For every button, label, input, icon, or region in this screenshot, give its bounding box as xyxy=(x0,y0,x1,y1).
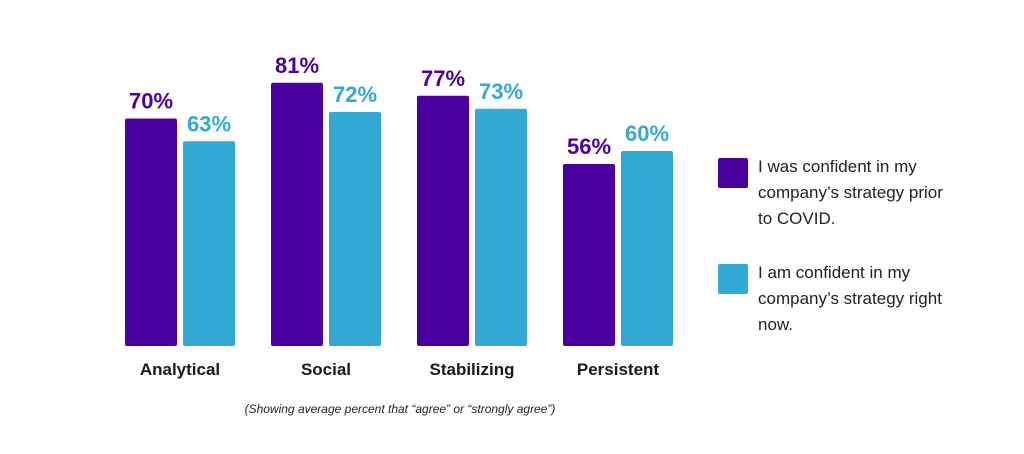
bar-stabilizing-series-2 xyxy=(475,108,527,346)
data-label-analytical-series-2: 63% xyxy=(187,111,231,136)
data-label-social-series-2: 72% xyxy=(333,82,377,107)
legend-swatch-prior xyxy=(718,158,748,188)
bar-persistent-series-2 xyxy=(621,151,673,346)
bar-social-series-2 xyxy=(329,112,381,346)
legend-label-now: I am confident in my company’s strategy … xyxy=(758,263,942,334)
legend-item-now: I am confident in my company’s strategy … xyxy=(718,260,998,338)
bars-layer xyxy=(125,82,673,346)
category-label-social: Social xyxy=(301,360,351,379)
data-label-persistent-series-1: 56% xyxy=(567,134,611,159)
bar-persistent-series-1 xyxy=(563,164,615,346)
footnote: (Showing average percent that “agree” or… xyxy=(244,402,556,416)
legend-item-prior: I was confident in my company’s strategy… xyxy=(718,154,998,232)
bar-analytical-series-2 xyxy=(183,141,235,346)
data-labels-layer: 70% 63% 81% 72% 77% 73% 56% 60% xyxy=(129,53,669,159)
category-label-persistent: Persistent xyxy=(577,360,660,379)
category-label-analytical: Analytical xyxy=(140,360,220,379)
category-labels-layer: Analytical Social Stabilizing Persistent xyxy=(140,360,660,379)
category-label-stabilizing: Stabilizing xyxy=(430,360,515,379)
data-label-persistent-series-2: 60% xyxy=(625,121,669,146)
bar-analytical-series-1 xyxy=(125,118,177,346)
bar-social-series-1 xyxy=(271,82,323,346)
data-label-stabilizing-series-2: 73% xyxy=(479,79,523,104)
data-label-stabilizing-series-1: 77% xyxy=(421,66,465,91)
legend-swatch-now xyxy=(718,264,748,294)
bar-stabilizing-series-1 xyxy=(417,95,469,346)
data-label-social-series-1: 81% xyxy=(275,53,319,78)
legend: I was confident in my company’s strategy… xyxy=(718,154,998,366)
legend-label-prior: I was confident in my company’s strategy… xyxy=(758,157,943,228)
data-label-analytical-series-1: 70% xyxy=(129,89,173,114)
